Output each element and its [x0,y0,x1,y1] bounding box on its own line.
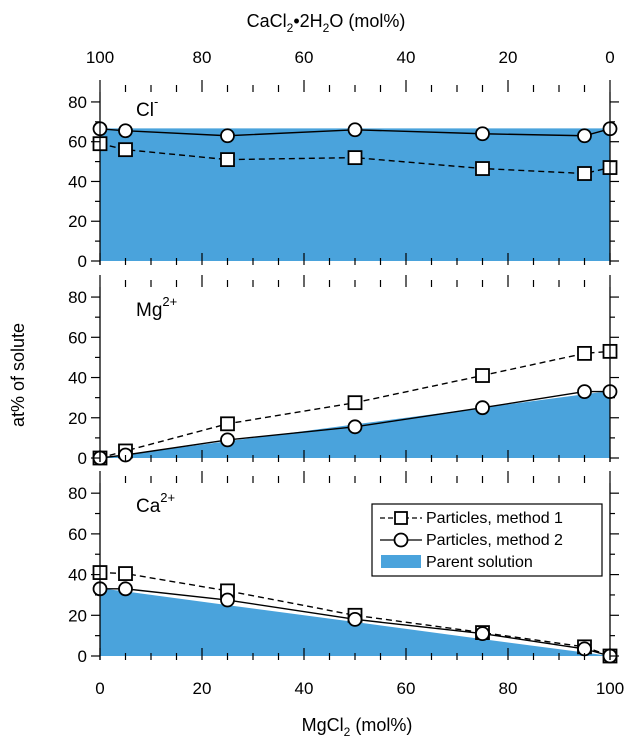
method2-point [347,611,363,627]
method1-point [475,161,490,176]
method2-point [220,128,235,144]
legend-parent-label: Parent solution [426,554,533,571]
method1-point [347,395,363,411]
y-tick-label: 60 [68,328,87,347]
panels-layer: Cl- Mg2+ Ca2+ [92,94,618,664]
top-axis-title: CaCl2•2H2O (mol%) [247,11,406,35]
ion-label: Mg2+ [136,294,177,321]
method2-point [347,419,363,435]
top-tick-label: 80 [193,48,212,67]
x-axis-title: MgCl2 (mol%) [302,715,413,739]
y-tick-label: 40 [68,172,87,191]
top-tick-label: 100 [86,48,114,67]
legend-method1-label: Particles, method 1 [426,510,563,527]
top-tick-label: 60 [295,48,314,67]
y-tick-label: 60 [68,525,87,544]
method1-point [118,566,133,581]
method2-point [347,122,363,138]
method1-point [220,416,235,432]
y-tick-label: 0 [78,252,87,271]
y-tick-label: 80 [68,93,87,112]
y-tick-label: 0 [78,647,87,666]
legend-parent-swatch [381,555,421,568]
method2-point [475,626,490,642]
top-tick-label: 0 [605,48,614,67]
y-tick-label: 60 [68,133,87,152]
x-tick-label: 80 [499,679,518,698]
method2-point [220,592,235,608]
ion-label: Cl- [136,94,158,121]
method1-point [577,345,592,361]
method1-point [475,368,490,383]
x-tick-label: 40 [295,679,314,698]
y-tick-label: 20 [68,606,87,625]
legend: Particles, method 1 Particles, method 2 … [371,503,603,577]
panel-0: Cl- [92,94,618,261]
y-tick-label: 80 [68,484,87,503]
top-tick-label: 20 [499,48,518,67]
y-tick-label: 20 [68,409,87,428]
y-tick-label: 0 [78,449,87,468]
y-tick-label: 40 [68,566,87,585]
method2-point [118,581,133,597]
method2-point [475,126,490,142]
method2-point [475,400,490,416]
y-axis-title: at% of solute [8,323,28,427]
method1-point [118,142,133,158]
legend-method2-label: Particles, method 2 [426,532,563,549]
x-tick-label: 60 [397,679,416,698]
legend-method1-marker [394,511,408,525]
y-tick-label: 80 [68,288,87,307]
method1-point [347,150,363,166]
x-tick-label: 100 [596,679,624,698]
panel-1: Mg2+ [92,294,618,466]
method1-point [577,166,592,181]
legend-method2-marker [393,532,409,548]
parent-solution-area [100,128,610,261]
top-tick-label: 40 [397,48,416,67]
method1-point [220,152,235,168]
method2-point [577,128,592,144]
y-tick-label: 40 [68,369,87,388]
y-tick-label: 20 [68,212,87,231]
ion-label: Ca2+ [136,490,175,517]
method2-point [220,432,235,448]
method2-point [118,123,133,139]
x-tick-label: 20 [193,679,212,698]
axes-layer: 0 20 40 60 80 0 20 40 60 80 0 20 40 60 80 0 20 40 60 80 100 1… [68,48,624,698]
method2-point [577,384,592,400]
x-tick-label: 0 [95,679,104,698]
